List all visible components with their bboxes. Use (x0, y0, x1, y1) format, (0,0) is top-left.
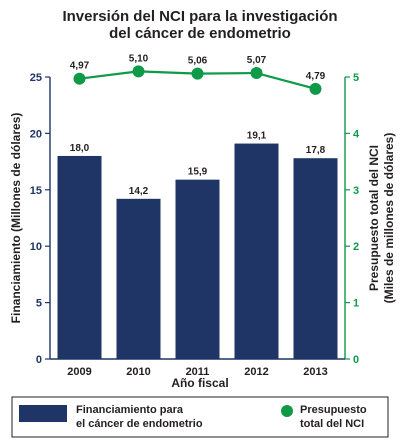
x-tick-label-2012: 2012 (244, 366, 268, 378)
axes-layer: 0 5 10 15 20 25 0 1 2 3 4 5 2009 2010 2011 2012 2013 (30, 72, 360, 378)
y-left-tick-label: 10 (30, 241, 42, 253)
bar-value-label-2009: 18,0 (70, 143, 90, 154)
x-axis-label: Año fiscal (171, 376, 228, 390)
y-right-tick-label: 4 (353, 128, 360, 140)
budget-point-2011 (191, 67, 204, 80)
legend-line-marker (281, 405, 293, 417)
legend-bar-swatch (19, 405, 67, 422)
legend-bar-label-line-2: el cáncer de endometrio (76, 418, 203, 430)
y-left-tick-label: 20 (30, 128, 42, 140)
y-axis-right-label-line-2: (Miles de millones de dólares) (382, 133, 396, 304)
y-right-tick-label: 5 (353, 72, 359, 84)
y-left-tick-label: 5 (36, 298, 42, 310)
legend-line-label-line-1: Presupuesto (300, 404, 367, 416)
bar-2012 (234, 143, 279, 359)
y-right-tick-label: 3 (353, 185, 359, 197)
x-tick-label-2011: 2011 (186, 366, 210, 378)
chart-title-line-2: del cáncer de endometrio (109, 25, 291, 42)
budget-line-layer (73, 65, 322, 95)
x-tick-label-2010: 2010 (126, 366, 150, 378)
y-right-tick-label: 0 (353, 354, 359, 366)
budget-value-label-2012: 5,07 (247, 55, 267, 66)
legend: Financiamiento para el cáncer de endomet… (11, 396, 389, 438)
bar-2011 (175, 179, 220, 359)
bar-value-label-2010: 14,2 (129, 186, 149, 197)
chart-title-line-1: Inversión del NCI para la investigación (62, 8, 337, 25)
y-left-tick-label: 25 (30, 72, 42, 84)
budget-point-2013 (309, 82, 322, 95)
budget-value-label-2011: 5,06 (188, 56, 208, 67)
y-right-tick-label: 2 (353, 241, 359, 253)
bar-2010 (116, 198, 161, 359)
bar-2009 (57, 155, 102, 359)
y-axis-right-label-line-1: Presupuesto total del NCI (367, 145, 381, 291)
legend-frame (11, 396, 389, 438)
data-labels-layer: 18,0 14,2 15,9 19,1 17,8 4,97 5,10 5,06 5,07 4,79 (70, 53, 326, 196)
y-right-tick-label: 1 (353, 298, 359, 310)
y-left-tick-label: 15 (30, 185, 42, 197)
bar-2013 (293, 158, 338, 359)
y-axis-left-label: Financiamiento (Millones de dólares) (9, 113, 23, 324)
budget-point-2010 (132, 65, 145, 78)
bar-value-label-2013: 17,8 (306, 145, 326, 156)
bar-value-label-2011: 15,9 (188, 167, 208, 178)
budget-value-label-2013: 4,79 (306, 71, 326, 82)
legend-line-label-line-2: total del NCI (300, 418, 364, 430)
bars-layer (57, 143, 338, 359)
budget-value-label-2010: 5,10 (129, 53, 149, 64)
x-tick-label-2009: 2009 (67, 366, 91, 378)
bar-value-label-2012: 19,1 (247, 131, 267, 142)
budget-value-label-2009: 4,97 (70, 61, 90, 72)
budget-point-2012 (250, 67, 263, 80)
budget-point-2009 (73, 72, 86, 85)
y-left-tick-label: 0 (36, 354, 42, 366)
legend-bar-label-line-1: Financiamiento para (76, 404, 184, 416)
x-tick-label-2013: 2013 (303, 366, 327, 378)
